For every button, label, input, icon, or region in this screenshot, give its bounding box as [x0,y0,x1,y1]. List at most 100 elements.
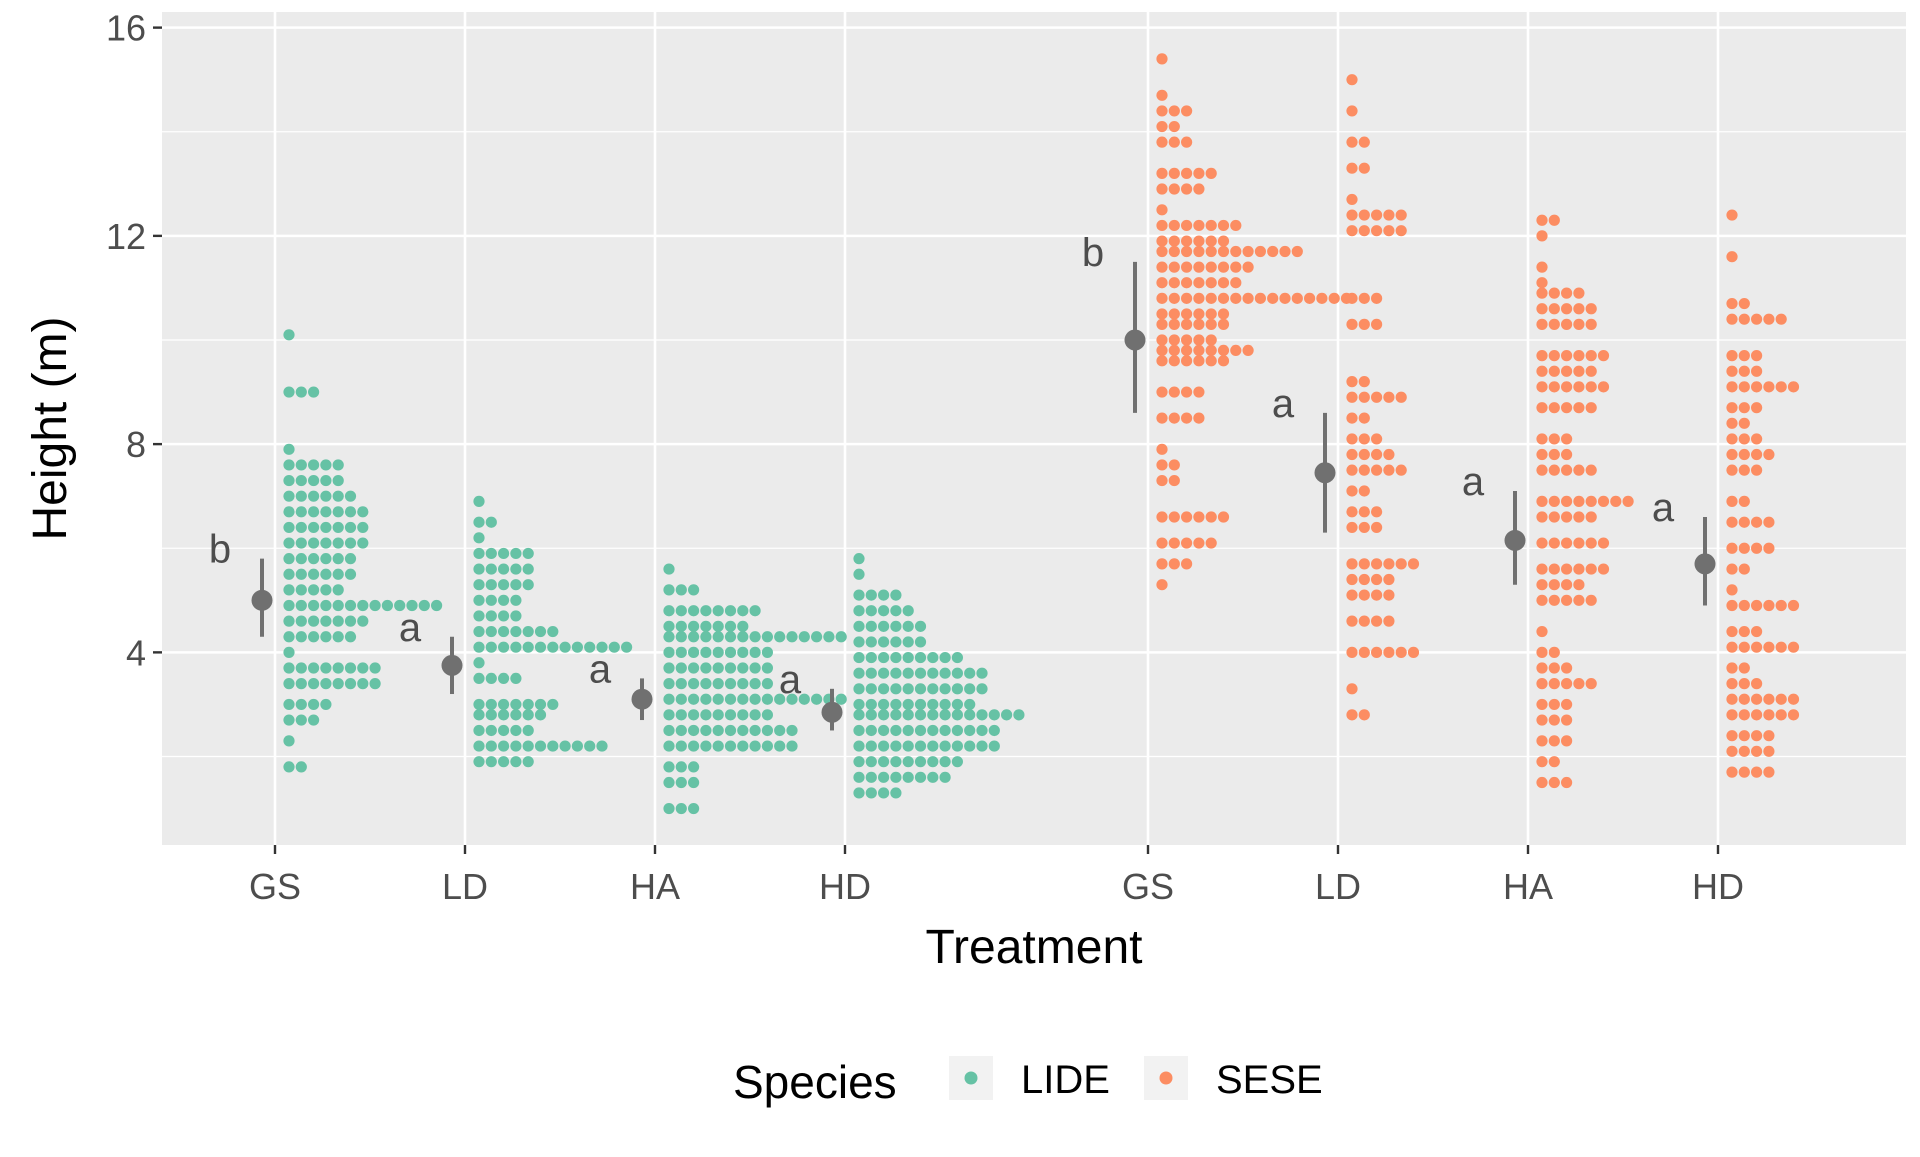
dot-sese-gs [1230,277,1242,289]
dot-lide-ha [749,662,761,674]
dot-sese-hd [1751,693,1763,705]
dot-lide-gs [320,506,332,518]
dot-sese-gs [1205,355,1217,367]
dot-sese-gs [1193,261,1205,273]
dot-sese-hd [1763,381,1775,393]
dot-sese-ha [1585,303,1597,315]
dot-sese-gs [1181,412,1193,424]
dot-sese-hd [1738,662,1750,674]
dot-sese-gs [1193,292,1205,304]
dot-sese-hd [1751,365,1763,377]
dot-sese-gs [1156,245,1168,258]
dot-lide-gs [320,474,332,487]
dot-sese-ha [1561,350,1573,362]
dot-sese-gs [1168,318,1180,330]
dot-sese-ha [1561,495,1573,507]
dot-lide-ld [510,594,522,606]
dot-sese-ha [1573,678,1585,690]
x-tick-label: HD [1692,866,1744,907]
dot-lide-gs [295,537,307,549]
dot-lide-ha [737,646,749,658]
dot-sese-hd [1726,417,1738,429]
dot-sese-ld [1358,573,1370,586]
dot-lide-ha [688,678,700,690]
dot-lide-hd [865,589,877,601]
dot-lide-hd [878,605,890,617]
dot-sese-ld [1358,464,1370,476]
dot-lide-hd [902,709,914,721]
dot-lide-hd [865,771,877,783]
dot-sese-hd [1763,516,1775,528]
dot-sese-gs [1156,459,1168,471]
dot-sese-ha [1573,594,1585,606]
dot-sese-gs [1193,308,1205,320]
dot-lide-ld [571,641,584,653]
major-gridlines [162,12,1906,845]
dot-sese-ha [1585,537,1597,549]
dot-lide-gs [320,568,332,580]
dot-sese-gs [1205,167,1217,179]
dot-lide-ha [761,709,774,721]
dot-sese-hd [1775,313,1787,325]
dot-sese-ld [1371,506,1383,518]
dot-lide-gs [332,631,344,643]
dot-sese-hd [1738,693,1750,705]
dot-sese-ha [1548,662,1560,674]
dot-sese-ha [1585,381,1597,393]
dot-lide-gs [295,631,307,643]
dot-sese-gs [1304,292,1316,304]
dot-sese-hd [1738,730,1750,742]
dot-sese-ha [1548,402,1560,414]
dot-sese-ld [1358,209,1370,221]
dot-sese-hd [1787,599,1800,612]
dot-lide-ha [688,740,700,752]
dot-lide-gs [344,678,357,690]
dot-sese-gs [1156,204,1168,216]
dot-sese-hd [1787,693,1800,705]
x-tick-label: HA [630,866,680,907]
dot-lide-ld [485,579,497,591]
dot-lide-ha [675,761,687,773]
dot-sese-hd [1775,709,1787,721]
dot-sese-ld [1346,105,1358,117]
dot-sese-ha [1561,464,1573,476]
dot-sese-ld [1346,615,1358,627]
dot-lide-ld [473,625,485,638]
dot-lide-hd [853,756,865,768]
dot-lide-ld [547,740,559,752]
legend-label-lide: LIDE [1021,1058,1110,1102]
dot-lide-ha [774,724,786,737]
dot-sese-ha [1585,318,1597,330]
dot-lide-gs [295,698,307,711]
y-tick-label: 8 [126,424,146,465]
dot-lide-gs [295,615,307,627]
dot-sese-ha [1585,365,1597,377]
dot-sese-ld [1371,292,1383,304]
dot-lide-gs [357,521,369,534]
dot-sese-gs [1156,355,1168,367]
dot-lide-ha [737,724,749,737]
dot-lide-ld [547,698,559,711]
dot-sese-hd [1751,678,1763,690]
dot-sese-ld [1383,448,1395,461]
dot-lide-ha [700,620,712,632]
dot-lide-ha [700,605,712,617]
dot-sese-ha [1561,678,1573,690]
dot-sese-hd [1751,625,1763,638]
dot-sese-ld [1358,292,1370,304]
dot-sese-hd [1726,678,1738,690]
dot-sese-gs [1181,167,1193,179]
dot-sese-ld [1383,615,1395,627]
dot-sese-gs [1156,277,1168,289]
dot-lide-ha [675,646,687,658]
dot-sese-hd [1726,251,1738,263]
dot-lide-ha [700,693,712,705]
dot-sese-gs [1205,344,1217,357]
dot-lide-ld [498,641,510,653]
dot-sese-gs [1168,277,1180,289]
dot-sese-ha [1548,735,1560,747]
dot-sese-gs [1156,443,1168,455]
dot-lide-hd [902,756,914,768]
dot-lide-ha [798,693,810,705]
dot-lide-hd [878,651,890,664]
